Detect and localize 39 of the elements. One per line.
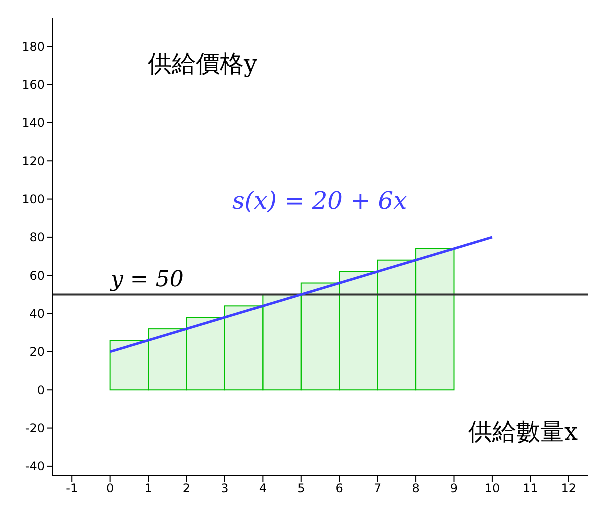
x-tick-label: 1: [144, 482, 152, 496]
x-tick-label: 7: [374, 482, 382, 496]
x-tick-label: 9: [450, 482, 458, 496]
y-tick-label: 0: [37, 383, 45, 398]
bar: [300, 282, 340, 391]
bar: [416, 248, 455, 391]
bar: [186, 317, 226, 391]
y-tick-label: 40: [30, 307, 45, 322]
series-label: s(x) = 20 + 6x: [232, 187, 408, 216]
y-tick-label: -20: [25, 422, 45, 436]
bar: [224, 306, 264, 391]
x-axis-title: 供給數量x: [468, 417, 578, 448]
bar: [110, 340, 150, 391]
x-tick-label: 11: [523, 482, 538, 496]
y-tick-label: -40: [25, 460, 45, 474]
bar: [377, 260, 417, 391]
y-tick-label: 80: [30, 230, 45, 245]
x-tick-label: 6: [336, 482, 344, 496]
y-tick-label: 160: [22, 78, 45, 92]
x-tick-label: 5: [298, 482, 306, 496]
x-tick-label: 12: [561, 482, 577, 496]
bar: [148, 328, 188, 391]
y-tick-label: 60: [30, 268, 45, 283]
y-tick-label: 20: [30, 345, 45, 360]
x-tick-label: 10: [484, 482, 500, 496]
x-tick-label: 2: [182, 482, 191, 496]
y-tick-label: 100: [22, 192, 45, 207]
x-tick-label: -1: [66, 482, 78, 496]
y-tick-label: 140: [22, 116, 45, 130]
x-tick-label: 4: [259, 482, 267, 496]
x-tick-label: 8: [412, 482, 420, 496]
x-tick-label: 0: [106, 482, 114, 496]
ref-line-label: y = 50: [110, 268, 184, 293]
y-tick-label: 180: [22, 40, 45, 54]
y-axis-title: 供給價格y: [148, 49, 258, 80]
y-tick-label: 120: [22, 154, 45, 168]
bar: [262, 294, 302, 391]
bar: [339, 271, 378, 391]
x-tick-label: 3: [221, 482, 229, 496]
